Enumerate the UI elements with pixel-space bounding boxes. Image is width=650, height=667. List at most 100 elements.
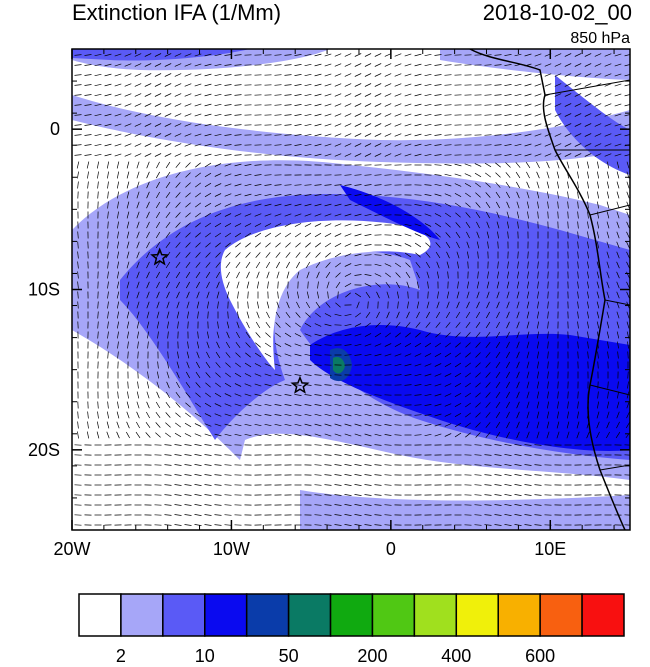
- wind-barb: [505, 162, 511, 168]
- wind-barb: [484, 464, 492, 466]
- wind-barb: [557, 381, 559, 389]
- wind-barb: [344, 133, 352, 137]
- wind-barb: [185, 371, 191, 379]
- wind-barb: [374, 504, 382, 506]
- wind-barb: [364, 103, 372, 107]
- x-tick-label: 10E: [534, 539, 566, 559]
- wind-barb: [534, 153, 542, 157]
- wind-barb: [384, 464, 392, 466]
- wind-barb: [604, 63, 612, 67]
- wind-barb: [206, 301, 210, 309]
- wind-barb: [574, 83, 582, 87]
- wind-barb: [177, 321, 179, 329]
- wind-barb: [594, 73, 602, 77]
- wind-barb: [574, 103, 582, 107]
- wind-barb: [444, 64, 452, 66]
- wind-barb: [184, 83, 192, 87]
- wind-barb: [285, 322, 291, 328]
- wind-barb: [337, 291, 339, 299]
- wind-barb: [494, 154, 502, 156]
- wind-barb: [547, 301, 549, 309]
- colorbar-swatch: [581, 593, 625, 637]
- wind-barb: [126, 331, 130, 339]
- wind-barb: [214, 514, 222, 516]
- wind-barb: [315, 261, 321, 269]
- wind-barb: [394, 353, 402, 357]
- wind-barb: [314, 53, 322, 57]
- wind-barb: [224, 84, 232, 86]
- wind-barb: [427, 291, 429, 299]
- wind-barb: [214, 123, 222, 127]
- wind-barb: [107, 211, 109, 219]
- wind-barb: [456, 251, 460, 259]
- wind-barb: [386, 311, 390, 319]
- wind-barb: [205, 252, 211, 258]
- wind-barb: [455, 231, 461, 239]
- wind-barb: [136, 301, 140, 309]
- wind-barb: [135, 431, 141, 439]
- wind-barb: [506, 271, 510, 279]
- wind-barb: [574, 53, 582, 57]
- wind-barb: [547, 331, 549, 339]
- wind-barb: [516, 391, 520, 399]
- wind-barb: [525, 161, 531, 169]
- country-borders: [544, 79, 630, 471]
- wind-barb: [204, 172, 212, 178]
- wind-barb: [204, 514, 212, 516]
- wind-barb: [185, 232, 191, 238]
- wind-barb: [414, 143, 422, 147]
- wind-barb: [354, 413, 362, 417]
- wind-barb: [536, 161, 540, 169]
- wind-barb: [214, 524, 222, 526]
- wind-barb: [354, 474, 362, 476]
- wind-barb: [324, 403, 332, 407]
- wind-barb: [494, 84, 502, 86]
- wind-barb: [194, 182, 202, 188]
- wind-barb: [244, 403, 252, 407]
- wind-barb: [94, 73, 102, 77]
- wind-barb: [344, 263, 352, 267]
- wind-barb: [584, 113, 592, 117]
- wind-barb: [294, 54, 302, 56]
- wind-barb: [97, 181, 99, 189]
- wind-barb: [104, 143, 112, 147]
- wind-barb: [334, 223, 342, 227]
- wind-barb: [406, 311, 410, 319]
- wind-barb: [314, 153, 322, 157]
- wind-barb: [324, 153, 332, 157]
- wind-barb: [505, 381, 511, 389]
- wind-barb: [275, 252, 281, 258]
- wind-barb: [374, 414, 382, 416]
- wind-barb: [404, 252, 412, 258]
- wind-barb: [274, 423, 282, 427]
- wind-barb: [165, 271, 171, 279]
- wind-barb: [195, 162, 201, 168]
- wind-barb: [175, 182, 181, 188]
- wind-barb: [517, 261, 519, 269]
- wind-barb: [244, 223, 252, 227]
- wind-barb: [596, 301, 600, 309]
- wind-barb: [314, 213, 322, 217]
- wind-barb: [354, 354, 362, 356]
- wind-barb: [407, 301, 409, 309]
- wind-barb: [284, 232, 292, 238]
- wind-barb: [494, 504, 502, 506]
- wind-barb: [616, 191, 620, 199]
- wind-barb: [374, 464, 382, 466]
- wind-barb: [344, 313, 352, 317]
- wind-barb: [84, 94, 92, 96]
- wind-barb: [364, 174, 372, 176]
- wind-barb: [344, 223, 352, 227]
- wind-barb: [186, 301, 190, 309]
- wind-barb: [624, 84, 630, 87]
- wind-barb: [314, 63, 322, 67]
- wind-barb: [305, 242, 311, 248]
- wind-barb: [354, 394, 362, 396]
- wind-barb: [464, 173, 472, 177]
- wind-barb: [136, 161, 140, 169]
- wind-barb: [416, 301, 420, 309]
- wind-barb: [304, 394, 312, 396]
- wind-barb: [384, 143, 392, 147]
- wind-barb: [594, 53, 602, 57]
- colorbar-swatch: [204, 593, 248, 637]
